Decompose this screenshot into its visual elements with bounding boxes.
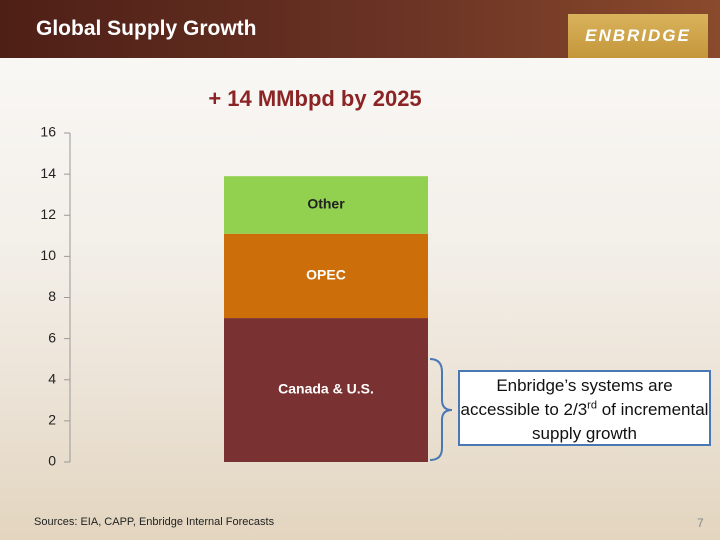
segment-label: Other (307, 196, 345, 212)
annotation-text: of incremental supply growth (532, 400, 709, 443)
header: Global Supply Growth ENBRIDGE (0, 0, 720, 58)
y-tick-label: 14 (40, 165, 56, 181)
y-tick-label: 6 (48, 329, 56, 345)
bar-segment (224, 233, 428, 319)
annotation-text: Enbridge’s systems are accessible to 2/3 (460, 376, 673, 419)
chart-title: + 14 MMbpd by 2025 (208, 86, 421, 111)
source: Sources: EIA, CAPP, Enbridge Internal Fo… (34, 516, 275, 528)
bracket (429, 358, 453, 461)
y-tick-label: 4 (48, 370, 56, 386)
slide-title: Global Supply Growth (36, 17, 257, 40)
y-tick-label: 8 (48, 288, 56, 304)
bar-segment (224, 318, 428, 462)
segment-label: Canada & U.S. (278, 381, 374, 397)
logo: ENBRIDGE (568, 14, 708, 58)
annotation: Enbridge’s systems are accessible to 2/3… (458, 370, 711, 446)
y-tick-label: 12 (40, 206, 56, 222)
page-number: 7 (697, 516, 704, 530)
y-tick-label: 10 (40, 247, 56, 263)
segment-label: OPEC (306, 267, 346, 283)
annotation-superscript: rd (587, 399, 597, 412)
y-tick-label: 2 (48, 412, 56, 428)
bar-segment (224, 176, 428, 234)
y-tick-label: 0 (48, 453, 56, 469)
y-tick-label: 16 (40, 124, 56, 140)
